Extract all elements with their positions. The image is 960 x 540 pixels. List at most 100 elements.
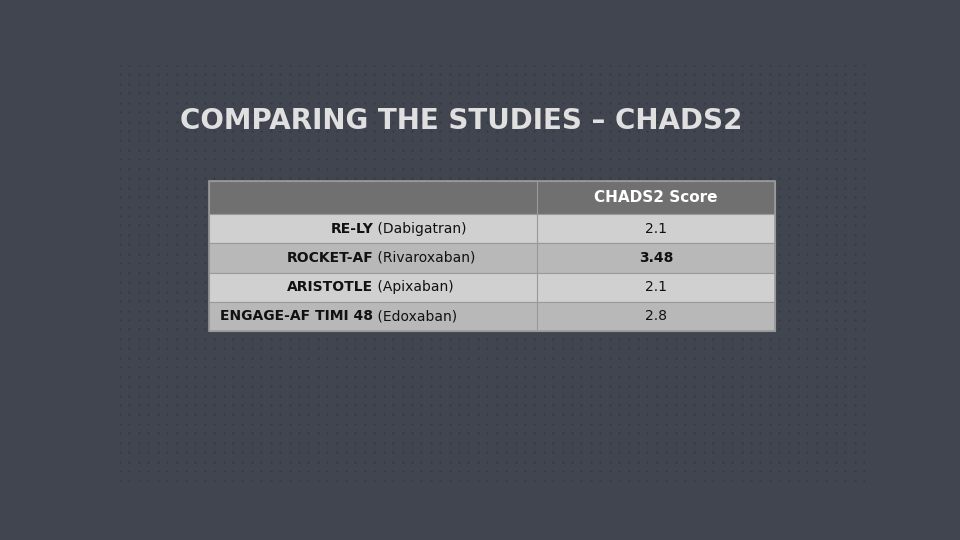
Point xyxy=(282,306,298,315)
Point xyxy=(733,249,749,258)
Point xyxy=(461,401,476,409)
Point xyxy=(263,136,278,145)
Point xyxy=(659,240,674,248)
Point xyxy=(837,410,852,419)
Point xyxy=(235,221,251,230)
Point xyxy=(169,315,184,324)
Point xyxy=(414,344,429,353)
Point xyxy=(112,457,128,466)
Point xyxy=(725,467,740,476)
Point xyxy=(612,391,627,400)
Point xyxy=(555,353,570,362)
Point xyxy=(631,287,646,296)
Point xyxy=(291,457,306,466)
Point xyxy=(592,164,608,173)
Point xyxy=(273,344,288,353)
Point xyxy=(668,231,684,239)
Point xyxy=(856,174,872,183)
Point xyxy=(602,89,617,97)
Point xyxy=(498,259,514,267)
Point xyxy=(762,79,778,88)
Point xyxy=(263,145,278,154)
Point xyxy=(631,410,646,419)
Point xyxy=(480,221,495,230)
Point xyxy=(781,401,797,409)
Point xyxy=(639,334,655,343)
Point xyxy=(169,467,184,476)
Point xyxy=(837,344,852,353)
Point xyxy=(517,344,533,353)
Point xyxy=(216,476,231,485)
Point xyxy=(733,70,749,78)
Point xyxy=(612,259,627,267)
Point xyxy=(480,391,495,400)
Point xyxy=(244,126,259,135)
Point xyxy=(423,231,439,239)
Point xyxy=(772,448,787,457)
Point xyxy=(527,306,542,315)
Point xyxy=(819,278,834,286)
Point xyxy=(338,278,353,286)
Point xyxy=(715,325,731,334)
Point xyxy=(320,60,335,69)
Point xyxy=(828,202,844,211)
Point xyxy=(132,467,147,476)
Point xyxy=(536,202,551,211)
Point xyxy=(179,136,194,145)
Point xyxy=(187,325,203,334)
Point xyxy=(132,98,147,107)
Point xyxy=(649,202,664,211)
Point xyxy=(414,145,429,154)
Point xyxy=(122,363,137,372)
Point xyxy=(310,117,325,126)
Point xyxy=(206,315,222,324)
Point xyxy=(790,420,805,428)
Point xyxy=(451,457,467,466)
Point xyxy=(395,325,410,334)
Point xyxy=(790,476,805,485)
Point xyxy=(442,297,457,306)
Point xyxy=(696,70,711,78)
Point xyxy=(686,221,702,230)
Point xyxy=(828,476,844,485)
Point xyxy=(122,259,137,267)
Point xyxy=(706,391,721,400)
Text: CHADS2 Score: CHADS2 Score xyxy=(594,190,718,205)
Point xyxy=(291,476,306,485)
Point xyxy=(753,70,768,78)
Point xyxy=(433,373,448,381)
Point xyxy=(480,259,495,267)
Point xyxy=(498,382,514,390)
Point xyxy=(668,212,684,220)
Point xyxy=(329,410,345,419)
Point xyxy=(800,98,815,107)
Point xyxy=(555,420,570,428)
Point xyxy=(725,249,740,258)
Point xyxy=(395,70,410,78)
Point xyxy=(273,268,288,277)
Point xyxy=(470,420,486,428)
Point xyxy=(414,476,429,485)
Point xyxy=(414,259,429,267)
Point xyxy=(743,249,758,258)
Point xyxy=(574,353,589,362)
Point xyxy=(480,373,495,381)
Point xyxy=(686,297,702,306)
Point xyxy=(837,325,852,334)
Point xyxy=(150,325,165,334)
Point xyxy=(584,268,599,277)
Point xyxy=(733,259,749,267)
Point xyxy=(602,240,617,248)
Point xyxy=(253,429,269,437)
Point xyxy=(385,202,400,211)
Point xyxy=(112,382,128,390)
Point xyxy=(376,325,392,334)
Point xyxy=(338,353,353,362)
Point xyxy=(602,429,617,437)
Point xyxy=(498,89,514,97)
Point xyxy=(602,249,617,258)
Point xyxy=(621,98,636,107)
Point xyxy=(376,306,392,315)
Point xyxy=(216,401,231,409)
Point xyxy=(592,136,608,145)
